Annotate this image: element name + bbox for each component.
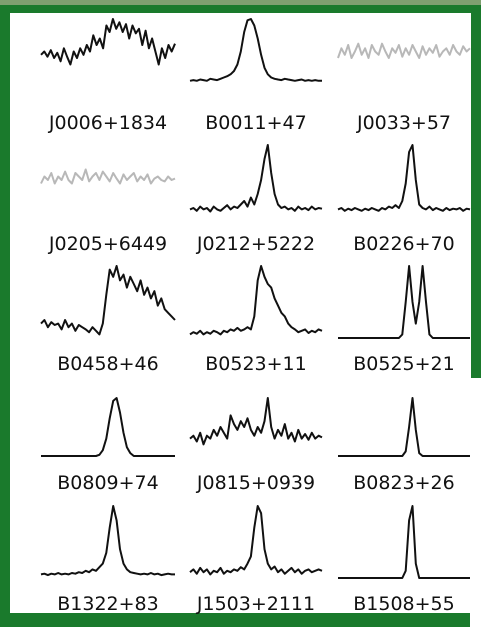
profile-label-B0011+47: B0011+47 [205,112,307,134]
profile-label-J0815+0939: J0815+0939 [196,472,315,494]
profile-line-B0809+74 [41,397,175,457]
profile-label-J1503+2111: J1503+2111 [196,593,315,615]
profile-label-J0006+1834: J0006+1834 [48,112,167,134]
profile-line-B1322+83 [40,505,175,577]
profile-label-B1322+83: B1322+83 [57,593,159,615]
profile-line-J0006+1834 [40,18,176,66]
profile-label-B0809+74: B0809+74 [57,472,159,494]
profile-label-B0458+46: B0458+46 [57,353,159,375]
profile-line-J0212+5222 [189,144,323,213]
profile-label-J0033+57: J0033+57 [356,112,451,134]
profile-label-B0525+21: B0525+21 [353,353,455,375]
profile-line-J0205+6449 [40,168,176,185]
profile-label-J0205+6449: J0205+6449 [48,233,167,255]
figure-panel [10,13,471,613]
profile-label-J0212+5222: J0212+5222 [196,233,315,255]
profile-label-B0823+26: B0823+26 [353,472,455,494]
profile-line-B0823+26 [338,397,470,457]
profile-line-J1503+2111 [189,505,323,576]
profile-label-B1508+55: B1508+55 [353,593,455,615]
profile-line-B0458+46 [40,265,176,336]
figure-panel-notch [470,378,481,627]
profile-line-J0033+57 [337,42,471,59]
profile-line-B1508+55 [338,505,470,579]
profile-label-B0226+70: B0226+70 [353,233,455,255]
profile-line-J0815+0939 [189,397,323,446]
profile-line-B0525+21 [338,265,470,339]
profile-line-B0226+70 [337,144,471,212]
profile-line-B0523+11 [189,265,323,336]
profile-label-B0523+11: B0523+11 [205,353,307,375]
profile-line-B0011+47 [189,18,322,82]
